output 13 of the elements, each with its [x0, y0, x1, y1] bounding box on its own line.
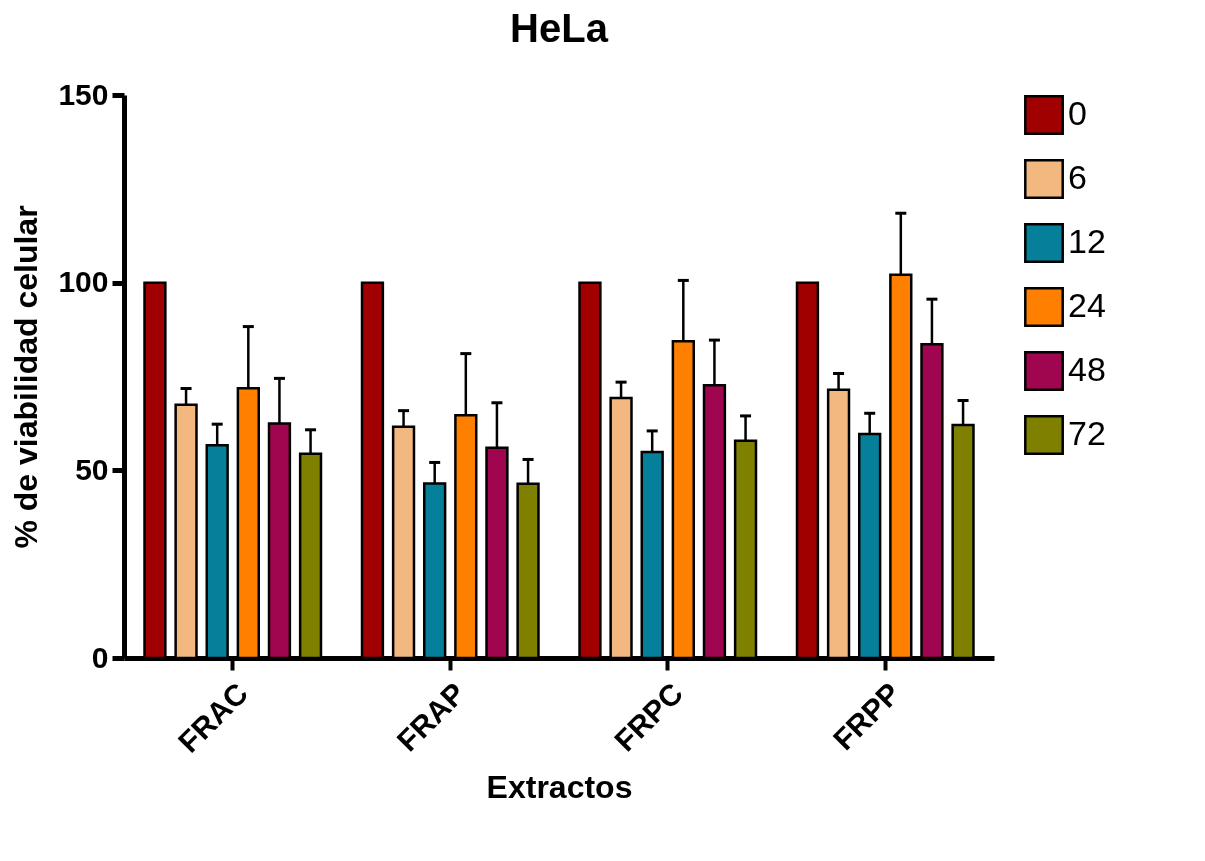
chart-title: HeLa: [510, 6, 609, 50]
y-tick-label: 150: [58, 77, 109, 111]
legend-label: 6: [1068, 158, 1087, 196]
legend-label: 72: [1068, 414, 1106, 452]
legend-label: 0: [1068, 94, 1087, 132]
legend-label: 12: [1068, 222, 1106, 260]
x-axis-title: Extractos: [486, 768, 633, 805]
y-axis-title: % de viabilidad celular: [8, 205, 45, 549]
y-tick-label: 100: [58, 265, 109, 299]
legend-label: 48: [1068, 350, 1106, 388]
legend-label: 24: [1068, 286, 1106, 324]
y-tick-label: 0: [91, 640, 109, 674]
y-tick-label: 50: [75, 452, 109, 486]
